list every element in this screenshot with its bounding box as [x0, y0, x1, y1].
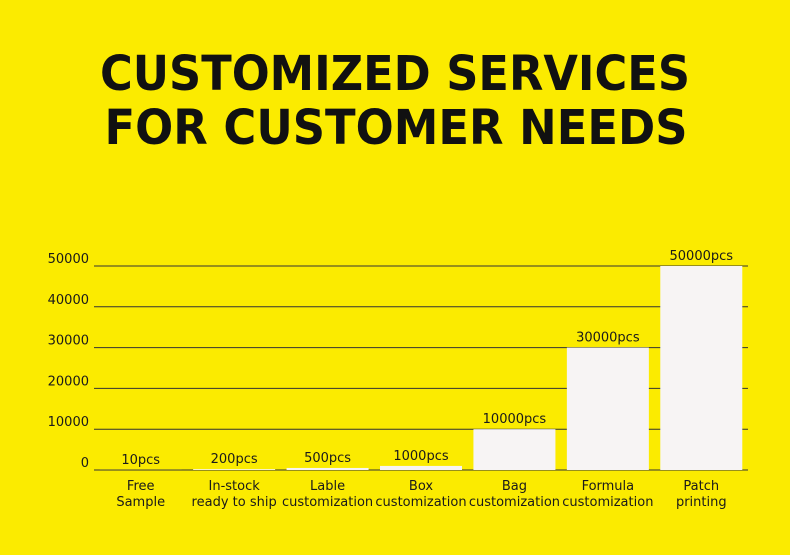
- value-label: 50000pcs: [670, 249, 734, 264]
- y-tick-label: 20000: [48, 374, 89, 389]
- value-label: 10000pcs: [483, 412, 547, 427]
- x-tick-label: printing: [676, 495, 727, 510]
- value-label: 500pcs: [304, 451, 351, 466]
- y-tick-label: 30000: [48, 334, 89, 349]
- x-tick-label: customization: [282, 495, 373, 510]
- x-tick-label: Free: [127, 479, 155, 494]
- value-label: 200pcs: [211, 452, 258, 467]
- bar: [566, 347, 649, 470]
- bar: [473, 429, 556, 470]
- x-tick-label: Formula: [582, 479, 635, 494]
- x-tick-label: Lable: [310, 479, 345, 494]
- value-label: 10pcs: [121, 453, 160, 468]
- x-tick-label: customization: [469, 495, 560, 510]
- y-tick-label: 50000: [48, 252, 89, 267]
- bar: [380, 465, 462, 470]
- x-tick-label: In-stock: [209, 479, 261, 494]
- x-tick-label: Sample: [116, 495, 165, 510]
- bar: [193, 469, 276, 470]
- x-tick-label: Bag: [502, 479, 527, 494]
- value-label: 1000pcs: [393, 449, 448, 464]
- y-tick-label: 40000: [48, 293, 89, 308]
- x-tick-label: customization: [375, 495, 466, 510]
- bar: [660, 266, 743, 470]
- y-tick-label: 0: [81, 456, 89, 471]
- x-tick-label: customization: [562, 495, 653, 510]
- x-tick-label: Box: [409, 479, 433, 494]
- x-tick-label: ready to ship: [192, 495, 277, 510]
- bar: [286, 467, 369, 470]
- chart-title: CUSTOMIZED SERVICES: [100, 46, 690, 102]
- chart-title: FOR CUSTOMER NEEDS: [105, 100, 688, 156]
- value-label: 30000pcs: [576, 331, 640, 346]
- x-tick-label: Patch: [683, 479, 719, 494]
- y-tick-label: 10000: [48, 415, 89, 430]
